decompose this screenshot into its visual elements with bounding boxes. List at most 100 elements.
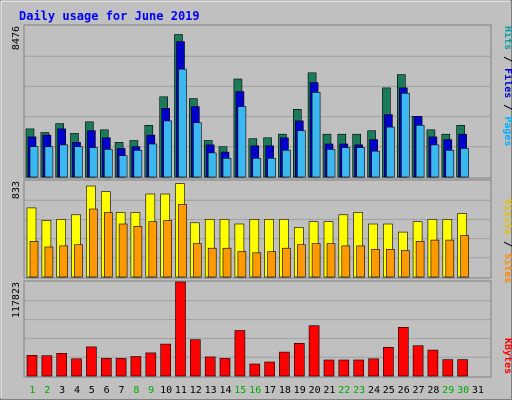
day-label-10: 10: [160, 385, 172, 396]
kbytes-bar-day-13: [204, 356, 216, 377]
hits-legend-label: Hits: [502, 26, 512, 50]
sites-bar-day-14: [222, 247, 232, 278]
kbytes-bar-day-18: [279, 351, 290, 377]
sites-bar-day-27: [415, 241, 425, 278]
panel1-bars: [25, 34, 469, 178]
sites-bar-day-4: [74, 244, 83, 278]
kbytes-bar-day-10: [160, 343, 171, 377]
sites-bar-day-20: [311, 243, 321, 278]
sites-bar-day-10: [163, 220, 172, 278]
legend-sep-2: /: [502, 98, 512, 116]
kbytes-bar-day-26: [397, 326, 409, 377]
day-axis-labels: 1 2 3 4 5 6 7 8 9 10 11 12 13 14 15 16 17 18 19 20 21 22 23 24 2…: [29, 385, 484, 396]
panel1-series-label: Hits / Files / Pages: [502, 26, 512, 146]
day-label-15: 15: [234, 385, 246, 396]
day-label-13: 13: [205, 385, 217, 396]
day-label-9: 9: [148, 385, 154, 396]
day-label-5: 5: [89, 385, 95, 396]
kbytes-bar-day-16: [249, 363, 261, 377]
pages-bar-day-28: [430, 144, 440, 178]
pages-bar-day-11: [178, 68, 187, 178]
pages-bar-day-12: [193, 122, 202, 178]
sites-bar-day-1: [29, 241, 39, 278]
chart-title: Daily usage for June 2019: [19, 9, 200, 23]
sites-bar-day-22: [341, 245, 351, 278]
day-label-31: 31: [472, 385, 484, 396]
kbytes-bar-day-2: [41, 355, 53, 377]
panel3-max-label: 117823: [11, 282, 22, 318]
panel3-bars: [26, 281, 468, 377]
sites-bar-day-17: [267, 251, 276, 278]
pages-bar-day-5: [89, 147, 98, 178]
pages-bar-day-10: [163, 120, 172, 178]
pages-bar-day-3: [59, 144, 69, 178]
pages-bar-day-4: [74, 146, 83, 178]
kbytes-bar-day-6: [101, 358, 112, 377]
sites-bar-day-12: [193, 243, 202, 278]
sites-bar-day-29: [445, 239, 455, 278]
kbytes-panel: 117823 KBytes: [11, 280, 512, 378]
kbytes-bar-day-28: [427, 349, 439, 377]
kbytes-bar-day-25: [383, 346, 394, 377]
pages-bar-day-20: [311, 92, 321, 178]
kbytes-bar-day-17: [264, 361, 275, 377]
day-label-3: 3: [59, 385, 65, 396]
kbytes-bar-day-21: [323, 359, 335, 377]
pages-bar-day-30: [460, 148, 469, 178]
kbytes-bar-day-30: [457, 359, 468, 377]
sites-bar-day-30: [460, 235, 469, 278]
kbytes-bar-day-15: [234, 330, 246, 377]
pages-bar-day-19: [296, 130, 306, 178]
kbytes-bar-day-5: [86, 346, 97, 377]
pages-bar-day-21: [326, 149, 336, 178]
sites-bar-day-21: [326, 243, 336, 278]
kbytes-bar-day-7: [115, 358, 127, 377]
kbytes-bar-day-20: [308, 325, 320, 377]
sites-bar-day-3: [59, 245, 69, 278]
day-label-29: 29: [442, 385, 454, 396]
day-label-8: 8: [133, 385, 139, 396]
day-label-6: 6: [104, 385, 110, 396]
visits-legend-label: Visits: [502, 199, 512, 235]
kbytes-bar-day-27: [412, 345, 424, 377]
day-label-27: 27: [412, 385, 424, 396]
day-label-1: 1: [29, 385, 35, 396]
sites-bar-day-7: [118, 223, 128, 278]
sites-bar-day-13: [207, 247, 217, 278]
sites-bar-day-6: [104, 212, 113, 278]
day-label-19: 19: [294, 385, 306, 396]
panel3-gridlines: [25, 300, 490, 358]
sites-bar-day-5: [89, 208, 98, 278]
day-label-23: 23: [353, 385, 365, 396]
files-legend-label: Files: [502, 68, 512, 98]
pages-bar-day-17: [267, 158, 276, 178]
pages-bar-day-25: [386, 126, 395, 178]
hits-files-pages-panel: 8476 Hits / Files / Pages: [11, 24, 512, 179]
kbytes-bar-day-11: [175, 281, 186, 377]
pages-bar-day-7: [118, 155, 128, 178]
day-label-24: 24: [368, 385, 380, 396]
kbytes-bar-day-24: [368, 358, 379, 377]
day-label-18: 18: [279, 385, 291, 396]
visits-sites-panel: 833 Visits / Sites: [11, 179, 512, 283]
panel2-max-label: 833: [11, 181, 22, 199]
pages-bar-day-6: [104, 149, 113, 178]
legend-sep-3: /: [502, 235, 512, 253]
pages-bar-day-14: [222, 158, 232, 178]
pages-bar-day-2: [44, 146, 54, 178]
kbytes-bar-day-3: [56, 352, 68, 377]
pages-bar-day-24: [371, 150, 380, 178]
day-label-4: 4: [74, 385, 80, 396]
sites-bar-day-15: [237, 251, 247, 278]
day-label-2: 2: [44, 385, 50, 396]
pages-bar-day-9: [148, 143, 158, 178]
pages-bar-day-22: [341, 147, 351, 178]
panel2-series-label: Visits / Sites: [502, 199, 512, 283]
pages-bar-day-15: [237, 106, 247, 178]
kbytes-bar-day-9: [145, 352, 157, 377]
day-label-26: 26: [398, 385, 410, 396]
sites-bar-day-28: [430, 239, 440, 278]
day-label-12: 12: [190, 385, 202, 396]
panel1-max-label: 8476: [11, 26, 22, 50]
kbytes-bar-day-8: [130, 356, 142, 377]
